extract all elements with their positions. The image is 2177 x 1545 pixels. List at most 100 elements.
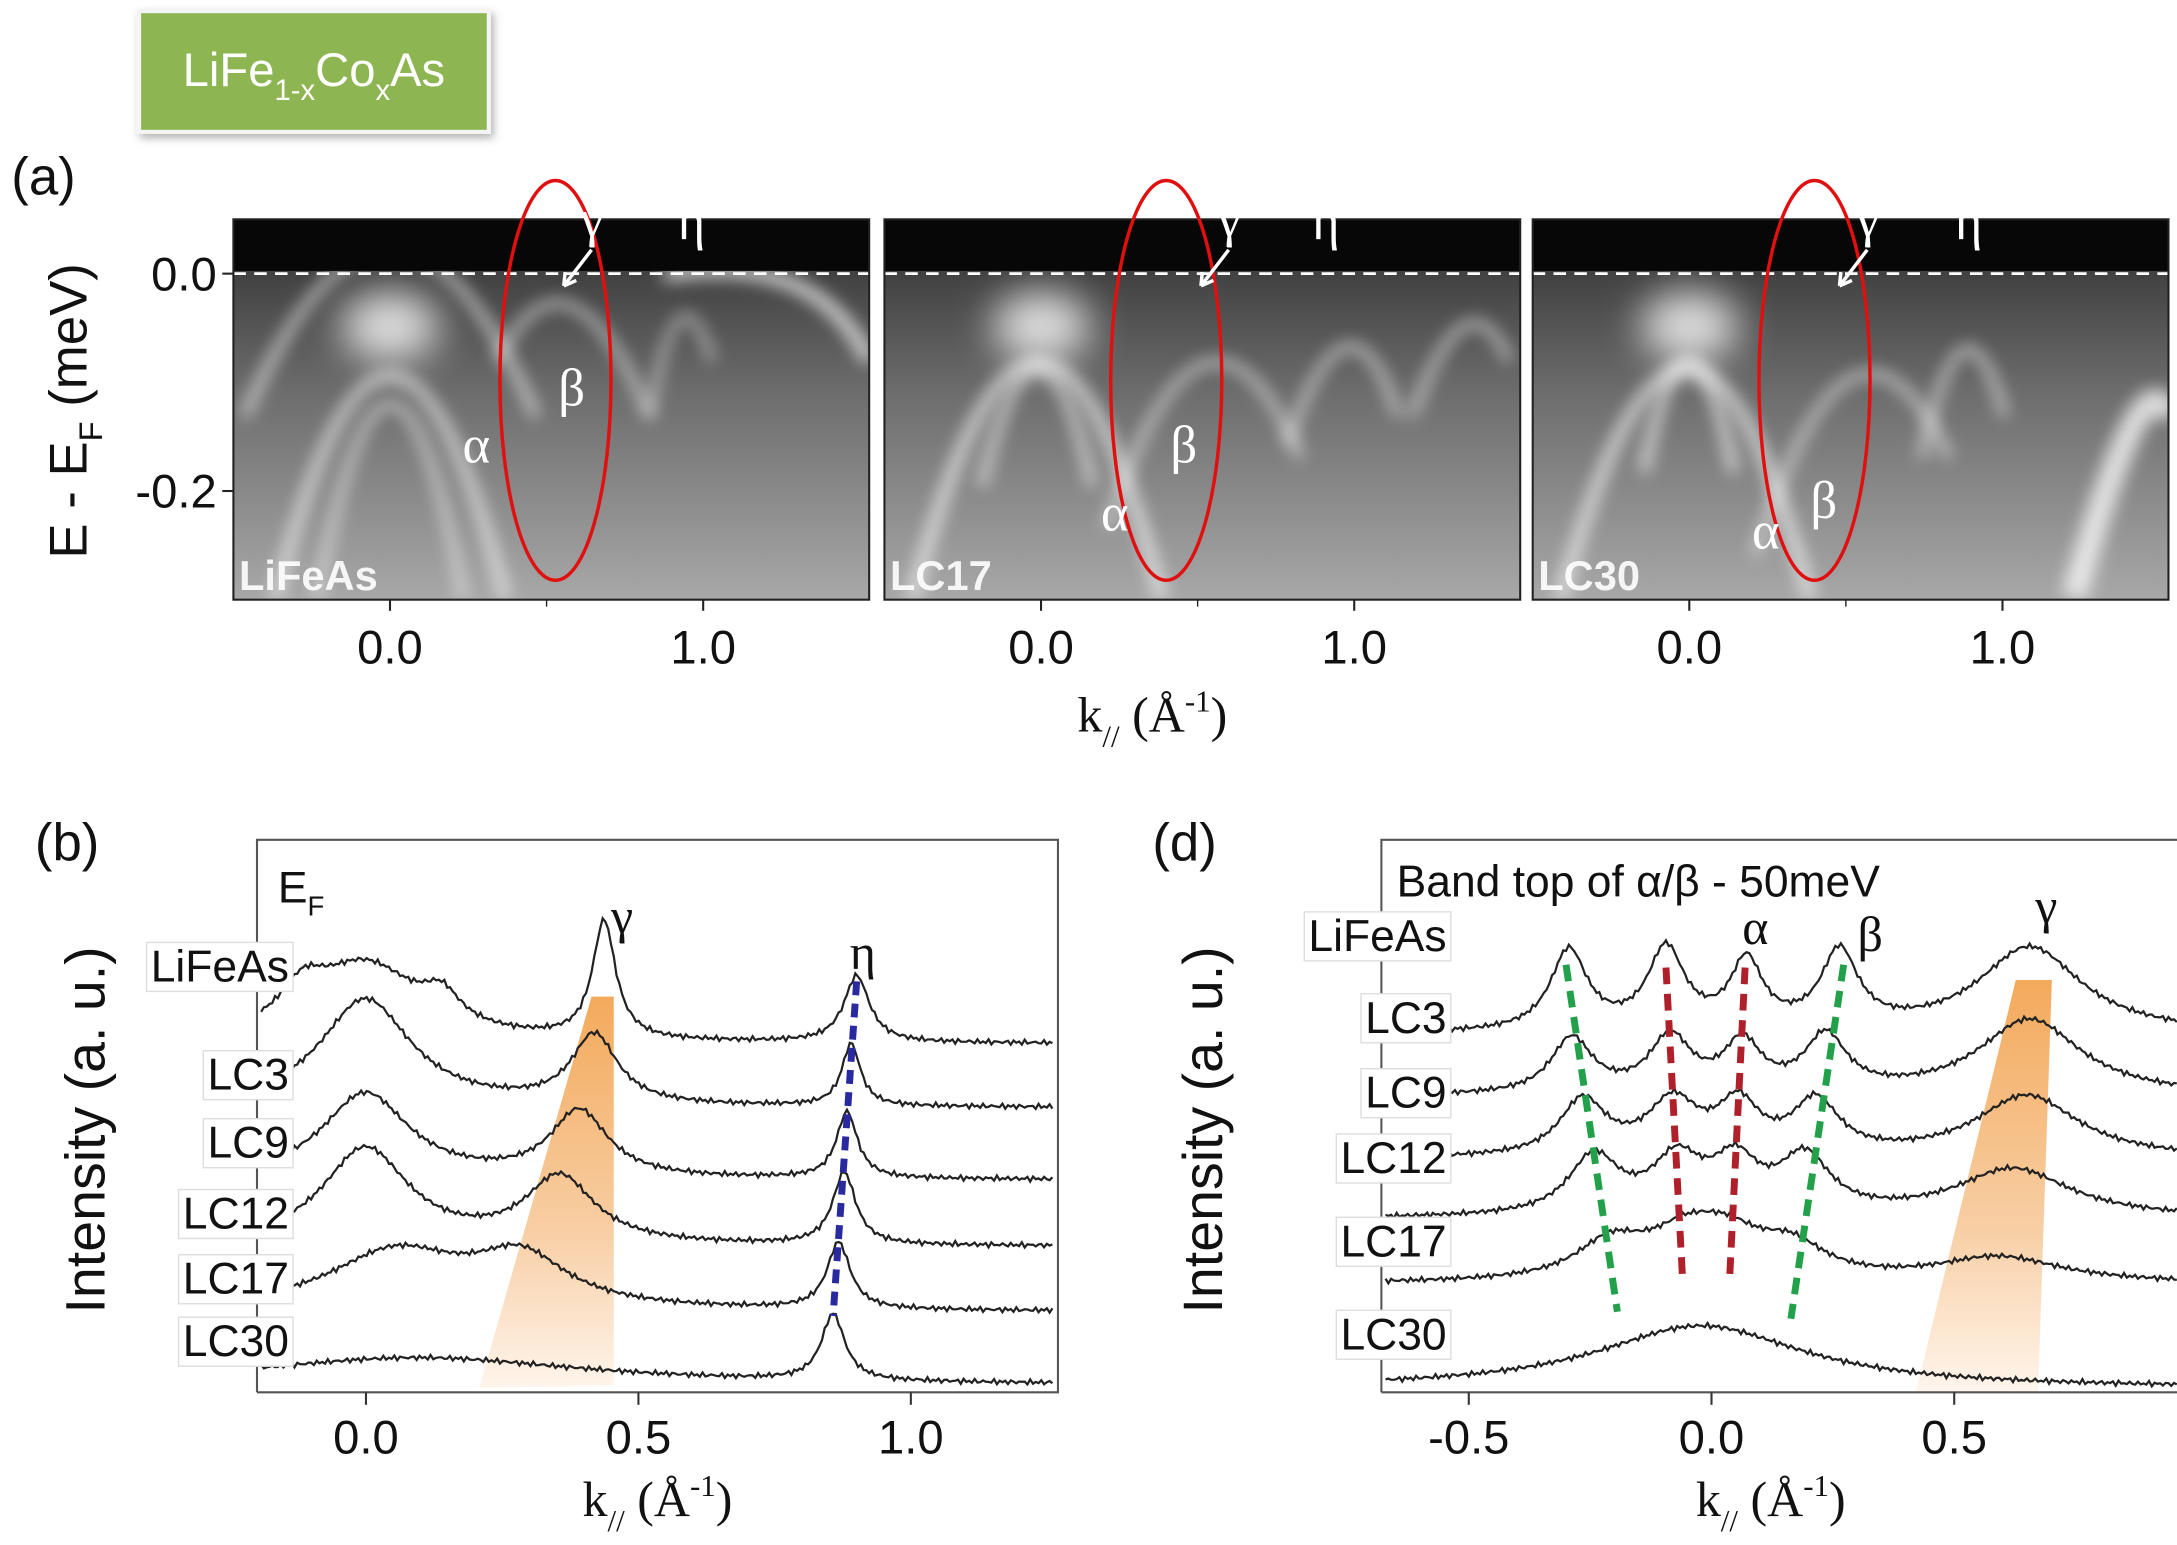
band-label: α	[1101, 484, 1129, 542]
sample-label-box	[136, 9, 491, 134]
sample-name-box	[202, 1049, 294, 1101]
x-axis-label-part: (Å	[1738, 1471, 1803, 1527]
band-intensity	[494, 299, 654, 418]
band-intensity	[906, 356, 1168, 602]
x-axis-label-part: (Å	[1120, 687, 1185, 743]
x-tick-label: 0.5	[1921, 1411, 1987, 1464]
image-frame	[883, 218, 1522, 601]
band-label: η	[678, 193, 706, 251]
panel-label: (d)	[1152, 814, 1216, 873]
sample-name-box	[1335, 1216, 1452, 1267]
x-axis-label-part: -1	[690, 1468, 716, 1503]
panel-title-part: E	[278, 863, 308, 912]
sample-name: LC9	[207, 1119, 288, 1168]
sample-name: LC17	[1340, 1217, 1446, 1266]
panel-label: (b)	[35, 814, 99, 873]
band-label: γ	[1855, 190, 1879, 248]
x-axis-label-part: k	[583, 1471, 608, 1527]
peak-label: η	[850, 924, 876, 980]
x-tick-label: 0.0	[333, 1411, 399, 1464]
x-axis-label: k// (Å-1)	[1696, 1468, 1846, 1538]
band-intensity	[1103, 358, 1305, 529]
mdc-curve	[1385, 1139, 2177, 1221]
highlight-ellipse	[1108, 178, 1224, 582]
x-axis-label: k// (Å-1)	[1077, 684, 1227, 754]
mdc-curve	[1385, 1086, 2177, 1161]
x-axis-label-part: -1	[1803, 1468, 1829, 1503]
arpes-image	[232, 218, 876, 601]
band-intensity	[647, 313, 715, 417]
eta-trend	[829, 981, 861, 1317]
sample-name: LC12	[1340, 1134, 1446, 1183]
y-tick-label: -0.2	[135, 466, 216, 519]
peak-trend	[1662, 967, 1687, 1281]
x-axis-label-part: (Å	[625, 1471, 690, 1527]
band-label: γ	[1217, 190, 1241, 248]
gamma-shift-band	[1915, 980, 2052, 1393]
band-intensity	[1408, 319, 1513, 418]
x-tick-label: 1.0	[1321, 622, 1387, 675]
mdc-curve	[260, 995, 1054, 1111]
band-intensity	[313, 400, 468, 601]
panel-title: EF	[278, 863, 324, 921]
peak-label: γ	[610, 888, 633, 944]
x-tick-label: 0.0	[1008, 622, 1074, 675]
x-axis-label-part: k	[1696, 1471, 1721, 1527]
peak-label: β	[1858, 906, 1883, 962]
band-label: γ	[579, 190, 603, 248]
axes-frame	[255, 838, 1060, 1394]
band-label: β	[1170, 416, 1197, 474]
peak-trend	[1562, 964, 1621, 1313]
y-axis-label: Intensity (a. u.)	[1172, 946, 1234, 1313]
x-axis-label-part: //	[1721, 1503, 1739, 1538]
sample-name: LC30	[183, 1317, 289, 1366]
mdc-curve	[260, 1240, 1054, 1315]
x-tick-label: 0.0	[357, 622, 423, 675]
y-axis-label-part: (meV)	[39, 263, 98, 421]
sample-label: LiFe1-xCoxAs	[183, 44, 445, 107]
sample-name-box	[177, 1188, 294, 1240]
sample-name-box	[145, 941, 294, 993]
x-tick-label: 1.0	[670, 622, 736, 675]
sample-label-part: 1-x	[274, 75, 315, 107]
peak-label: α	[1742, 899, 1768, 955]
sample-name-box	[1360, 993, 1452, 1044]
image-frame	[232, 218, 871, 601]
x-axis-label-part: -1	[1185, 684, 1211, 719]
band-intensity	[1283, 343, 1402, 446]
sample-name: LC9	[1365, 1069, 1446, 1118]
sample-name-box	[1335, 1309, 1452, 1360]
sample-name-box	[1360, 1068, 1452, 1119]
x-tick-label: 0.0	[1656, 622, 1722, 675]
arpes-background	[233, 219, 870, 600]
y-tick-label: 0.0	[151, 248, 217, 301]
sample-name: LC30	[1340, 1310, 1446, 1359]
band-intensity	[1917, 346, 2009, 459]
band-label: β	[558, 359, 585, 417]
arpes-image	[1531, 218, 2177, 602]
x-axis-label-part: k	[1077, 687, 1102, 743]
sample-name: LC17	[183, 1255, 289, 1304]
sample-name: LC3	[207, 1051, 288, 1100]
band-intensity	[2062, 389, 2177, 601]
peak-trend	[1787, 964, 1848, 1320]
mdc-curve	[1385, 1320, 2177, 1389]
sample-name: LC30	[1538, 552, 1640, 599]
mdc-curve	[1384, 1014, 2177, 1099]
sample-name: LC17	[890, 552, 992, 599]
mdc-curve	[260, 915, 1053, 1047]
mdc-curve	[260, 1088, 1054, 1184]
band-intensity	[977, 364, 1097, 487]
x-axis-label-part: //	[1102, 719, 1120, 754]
x-axis-label: k// (Å-1)	[583, 1468, 733, 1538]
sample-name-box	[177, 1254, 294, 1305]
gamma-arrow	[1199, 248, 1231, 288]
mdc-curve	[260, 1143, 1053, 1250]
x-axis-label-part: )	[1829, 1471, 1846, 1527]
band-intensity	[1638, 356, 1739, 473]
sample-name-box	[202, 1118, 294, 1169]
panel-label: (a)	[11, 147, 75, 206]
sample-label-part: As	[390, 44, 445, 97]
x-tick-label: 0.5	[606, 1411, 672, 1464]
